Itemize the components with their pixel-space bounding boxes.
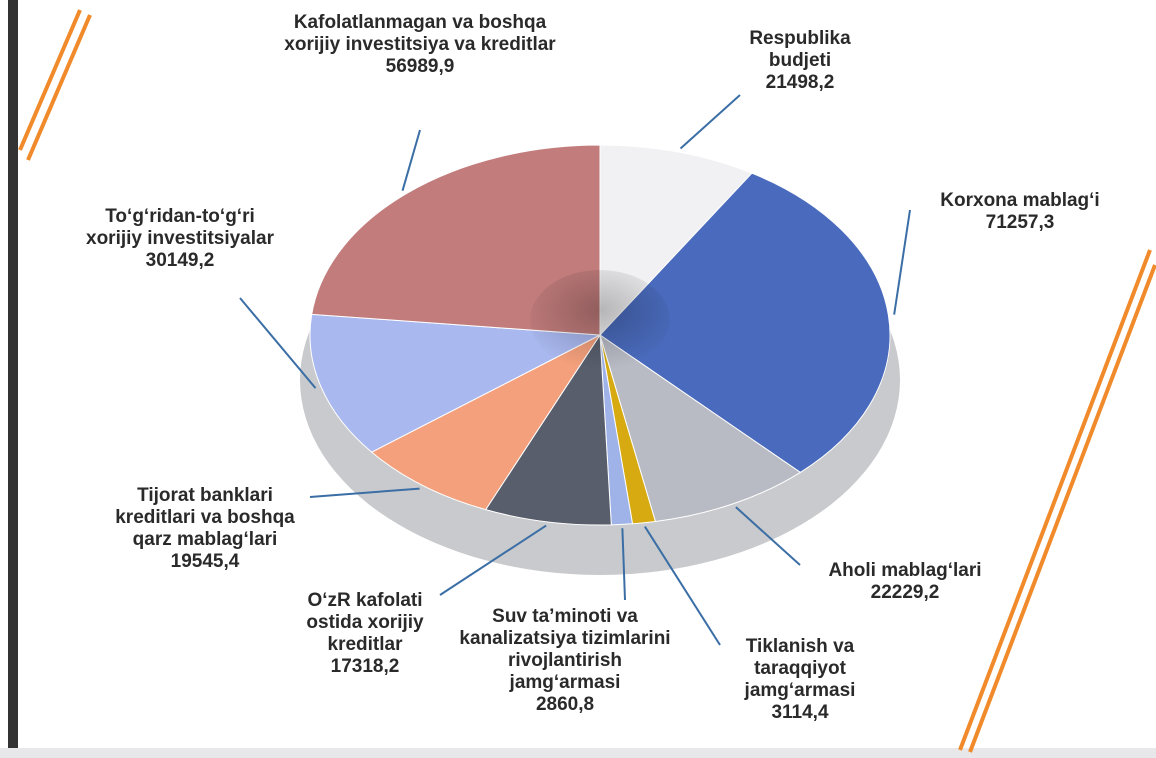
leader-line [403, 130, 420, 191]
slice-name: Tijorat banklari kreditlari va boshqa qa… [100, 485, 310, 551]
bottom-strip [0, 748, 1156, 758]
slice-label: Kafolatlanmagan va boshqa xorijiy invest… [280, 12, 560, 78]
slice-label: Tijorat banklari kreditlari va boshqa qa… [100, 485, 310, 573]
slice-name: Kafolatlanmagan va boshqa xorijiy invest… [280, 12, 560, 56]
slice-value: 30149,2 [75, 250, 285, 272]
slice-value: 21498,2 [720, 72, 880, 94]
leader-line [240, 298, 316, 388]
slice-name: Aholi mablag‘lari [790, 560, 1020, 582]
left-border [8, 0, 18, 758]
slice-value: 56989,9 [280, 56, 560, 78]
slice-label: To‘g‘ridan-to‘g‘ri xorijiy investitsiyal… [75, 206, 285, 272]
slice-value: 22229,2 [790, 582, 1020, 604]
slice-name: Suv ta’minoti va kanalizatsiya tizimlari… [455, 606, 675, 694]
slice-value: 3114,4 [710, 702, 890, 724]
slice-name: Tiklanish va taraqqiyot jamg‘armasi [710, 636, 890, 702]
slice-value: 2860,8 [455, 694, 675, 716]
slice-value: 17318,2 [290, 656, 440, 678]
slice-name: Korxona mablag‘i [905, 190, 1135, 212]
slice-name: Respublika budjeti [720, 28, 880, 72]
chart: Respublika budjeti21498,2 Korxona mablag‘… [0, 0, 1156, 758]
slice-name: O‘zR kafolati ostida xorijiy kreditlar [290, 590, 440, 656]
slice-name: To‘g‘ridan-to‘g‘ri xorijiy investitsiyal… [75, 206, 285, 250]
slice-label: Suv ta’minoti va kanalizatsiya tizimlari… [455, 606, 675, 716]
slice-value: 19545,4 [100, 551, 310, 573]
slice-value: 71257,3 [905, 212, 1135, 234]
pie-highlight [530, 270, 670, 370]
page: Respublika budjeti21498,2 Korxona mablag‘… [0, 0, 1156, 758]
leader-line [681, 95, 740, 149]
